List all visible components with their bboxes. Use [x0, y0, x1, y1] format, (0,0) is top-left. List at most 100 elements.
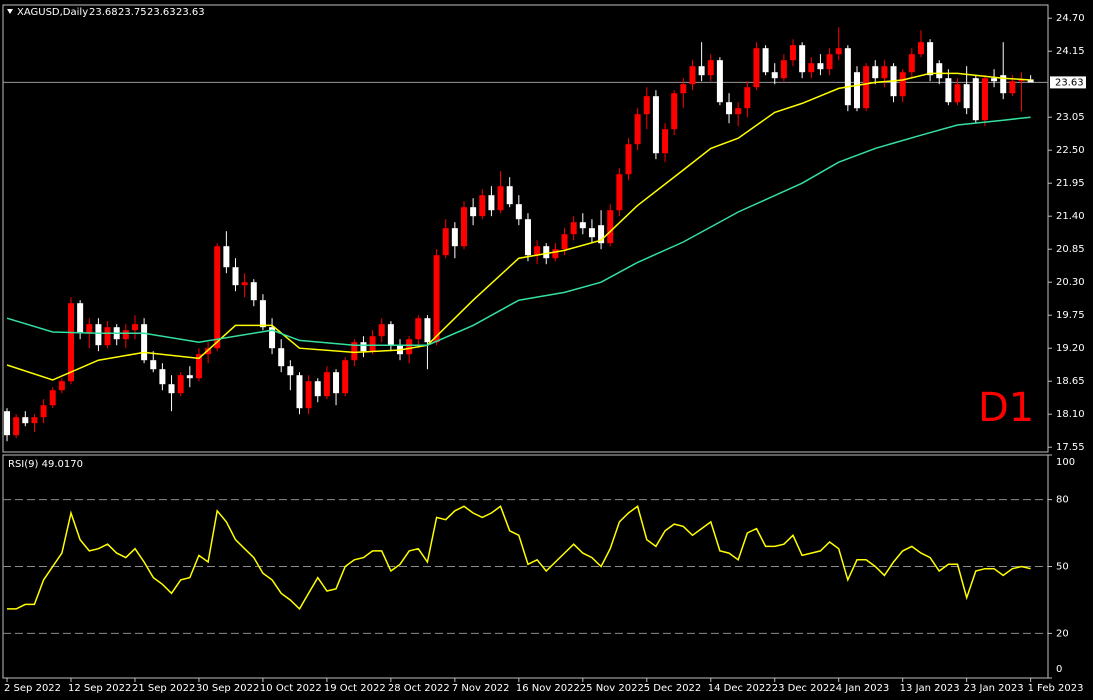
x-tick-label: 10 Oct 2022 — [260, 683, 322, 694]
rsi-tick-label: 50 — [1056, 562, 1069, 573]
candle-body — [744, 87, 751, 109]
candle-body — [31, 417, 38, 424]
candle-body — [908, 54, 915, 73]
candle-body — [67, 303, 74, 382]
candle-body — [287, 366, 294, 376]
y-tick-label: 17.55 — [1056, 442, 1085, 453]
x-tick-label: 23 Dec 2022 — [772, 683, 836, 694]
candle-body — [698, 66, 705, 76]
x-tick-label: 19 Oct 2022 — [324, 683, 386, 694]
x-tick-label: 5 Dec 2022 — [644, 683, 702, 694]
candle-body — [314, 381, 321, 397]
candle-body — [159, 369, 166, 385]
candle-body — [351, 342, 358, 361]
header-close: 23.63 — [176, 7, 205, 18]
candle-body — [826, 54, 833, 70]
header-high: 23.75 — [118, 7, 147, 18]
collapse-icon[interactable] — [7, 9, 13, 14]
candle-body — [671, 93, 678, 130]
x-tick-label: 21 Sep 2022 — [132, 683, 195, 694]
candle-body — [250, 282, 257, 301]
candle-body — [853, 72, 860, 109]
candle-body — [771, 72, 778, 79]
candle-body — [4, 411, 11, 436]
candle-body — [205, 348, 212, 355]
x-tick-label: 1 Feb 2023 — [1028, 683, 1084, 694]
candle-body — [927, 42, 934, 76]
x-tick-label: 12 Sep 2022 — [68, 683, 131, 694]
y-tick-label: 21.95 — [1056, 178, 1085, 189]
candle-body — [790, 45, 797, 61]
candle-body — [470, 207, 477, 217]
x-tick-label: 28 Oct 2022 — [388, 683, 450, 694]
candle-body — [259, 300, 266, 328]
candle-body — [40, 405, 47, 418]
header-low: 23.63 — [147, 7, 176, 18]
x-tick-label: 2 Sep 2022 — [4, 683, 61, 694]
candle-body — [917, 42, 924, 55]
candle-body — [433, 255, 440, 343]
candle-body — [991, 78, 998, 82]
candle-body — [360, 342, 367, 352]
symbol: XAGUSD,Daily — [17, 7, 88, 18]
candle-body — [643, 96, 650, 115]
rsi-tick-label: 0 — [1056, 664, 1062, 675]
candle-body — [150, 360, 157, 370]
candle-body — [195, 354, 202, 379]
x-tick-label: 4 Jan 2023 — [836, 683, 890, 694]
candle-body — [86, 324, 93, 334]
y-tick-label: 23.05 — [1056, 112, 1085, 123]
x-tick-label: 7 Nov 2022 — [452, 683, 510, 694]
candle-body — [415, 318, 422, 340]
main-pane — [2, 4, 1049, 453]
x-tick-label: 25 Nov 2022 — [580, 683, 644, 694]
current-price-label: 23.63 — [1055, 77, 1084, 88]
candle-body — [177, 375, 184, 394]
candle-body — [936, 63, 943, 79]
candle-body — [707, 60, 714, 76]
candle-body — [131, 324, 138, 331]
candle-body — [369, 336, 376, 352]
candle-body — [524, 219, 531, 256]
candle-body — [689, 66, 696, 85]
candle-body — [241, 282, 248, 286]
candle-body — [323, 372, 330, 397]
candle-body — [598, 225, 605, 244]
candle-body — [1009, 81, 1016, 94]
y-tick-label: 22.50 — [1056, 145, 1085, 156]
candle-body — [579, 222, 586, 229]
candle-body — [808, 63, 815, 73]
candle-body — [378, 324, 385, 337]
rsi-line — [7, 505, 1031, 611]
candle-body — [972, 78, 979, 121]
candle-body — [13, 417, 20, 436]
candle-body — [963, 84, 970, 109]
y-tick-label: 24.15 — [1056, 46, 1085, 57]
y-tick-label: 20.30 — [1056, 277, 1085, 288]
candle-body — [753, 48, 760, 88]
candle-body — [899, 72, 906, 97]
candle-body — [616, 174, 623, 211]
candle-body — [625, 144, 632, 175]
candle-body — [387, 324, 394, 346]
rsi-tick-label: 100 — [1056, 457, 1075, 468]
candle-body — [451, 228, 458, 247]
candle-body — [214, 246, 221, 349]
y-tick-label: 19.20 — [1056, 343, 1085, 354]
moving-average — [6, 72, 1031, 381]
rsi-title: RSI(9) 49.0170 — [8, 459, 83, 470]
candle-body — [296, 375, 303, 409]
candle-body — [817, 63, 824, 70]
candle-body — [488, 195, 495, 211]
candle-body — [607, 210, 614, 244]
candle-body — [278, 348, 285, 367]
candle-body — [588, 228, 595, 238]
candle-body — [652, 96, 659, 154]
candle-body — [726, 102, 733, 115]
candle-body — [141, 324, 148, 361]
candle-body — [58, 381, 65, 391]
y-tick-label: 24.70 — [1056, 13, 1085, 24]
y-tick-label: 21.40 — [1056, 211, 1085, 222]
candle-body — [844, 48, 851, 106]
